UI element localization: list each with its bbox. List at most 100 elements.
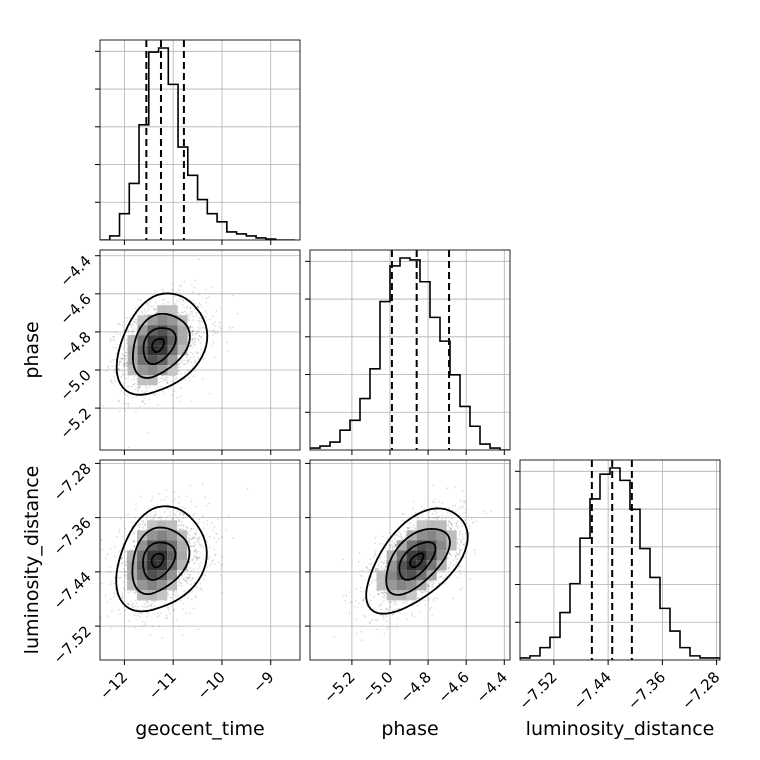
sample-point — [128, 385, 131, 388]
sample-point — [428, 582, 431, 584]
sample-point — [392, 544, 394, 547]
sample-point — [137, 299, 140, 301]
sample-point — [136, 605, 139, 608]
sample-point — [374, 549, 377, 552]
sample-point — [134, 388, 137, 391]
sample-point — [119, 360, 121, 362]
sample-point — [141, 390, 144, 392]
sample-point — [465, 508, 468, 510]
sample-point — [195, 311, 198, 314]
sample-point — [457, 508, 459, 510]
sample-point — [113, 546, 116, 548]
density-cell — [147, 365, 158, 376]
sample-point — [391, 614, 394, 616]
sample-point — [101, 548, 104, 551]
sample-point — [195, 585, 198, 588]
sample-point — [185, 313, 187, 315]
sample-point — [157, 612, 160, 615]
sample-point — [201, 589, 204, 591]
sample-point — [462, 538, 465, 541]
sample-point — [118, 361, 121, 364]
sample-point — [231, 294, 234, 297]
sample-point — [161, 377, 164, 380]
sample-point — [135, 378, 138, 380]
sample-point — [191, 589, 194, 592]
sample-point — [232, 537, 234, 540]
sample-point — [198, 540, 200, 543]
sample-point — [110, 379, 113, 382]
sample-point — [121, 357, 123, 360]
sample-point — [147, 313, 150, 316]
sample-point — [362, 614, 365, 617]
sample-point — [194, 279, 197, 282]
sample-point — [123, 361, 126, 364]
sample-point — [455, 522, 458, 525]
sample-point — [431, 585, 433, 588]
sample-point — [125, 355, 128, 357]
sample-point — [188, 319, 191, 322]
sample-point — [377, 568, 380, 571]
sample-point — [148, 507, 150, 510]
sample-point — [229, 328, 232, 331]
sample-point — [124, 355, 126, 357]
sample-point — [149, 603, 152, 606]
sample-point — [177, 372, 180, 375]
sample-point — [178, 301, 181, 303]
sample-point — [139, 616, 141, 618]
sample-point — [231, 326, 234, 329]
density-cell — [147, 580, 158, 591]
sample-point — [215, 310, 218, 312]
sample-point — [116, 535, 118, 538]
sample-point — [452, 559, 454, 561]
sample-point — [462, 500, 465, 503]
sample-point — [171, 288, 173, 290]
sample-point — [414, 511, 417, 514]
sample-point — [433, 516, 435, 519]
sample-point — [122, 329, 125, 331]
sample-point — [198, 339, 200, 342]
sample-point — [146, 602, 149, 604]
sample-point — [202, 546, 205, 548]
sample-point — [142, 522, 144, 524]
sample-point — [192, 536, 195, 539]
sample-point — [184, 372, 186, 374]
sample-point — [456, 577, 459, 579]
sample-point — [380, 565, 383, 568]
sample-point — [355, 600, 357, 602]
sample-point — [191, 330, 194, 333]
sample-point — [383, 594, 386, 597]
sample-point — [217, 538, 220, 540]
sample-point — [436, 597, 438, 600]
sample-point — [161, 288, 164, 290]
sample-point — [380, 591, 383, 594]
sample-point — [169, 596, 171, 599]
sample-point — [188, 567, 191, 569]
sample-point — [393, 603, 395, 606]
sample-point — [193, 568, 196, 571]
sample-point — [114, 381, 117, 383]
sample-point — [179, 599, 182, 602]
sample-point — [119, 390, 122, 392]
sample-point — [197, 628, 200, 630]
sample-point — [165, 517, 168, 520]
sample-point — [197, 326, 199, 329]
sample-point — [176, 593, 179, 596]
sample-point — [122, 586, 125, 589]
sample-point — [192, 330, 194, 333]
sample-point — [192, 607, 195, 610]
sample-point — [167, 609, 170, 612]
sample-point — [177, 524, 180, 527]
sample-point — [139, 523, 142, 526]
sample-point — [117, 368, 120, 371]
sample-point — [127, 446, 130, 449]
sample-point — [431, 517, 434, 519]
sample-point — [197, 563, 200, 566]
sample-point — [133, 605, 136, 608]
sample-point — [454, 564, 456, 566]
sample-point — [137, 614, 139, 617]
sample-point — [190, 361, 193, 364]
sample-point — [124, 362, 127, 365]
sample-point — [456, 542, 459, 544]
sample-point — [140, 310, 143, 313]
sample-point — [365, 566, 368, 569]
